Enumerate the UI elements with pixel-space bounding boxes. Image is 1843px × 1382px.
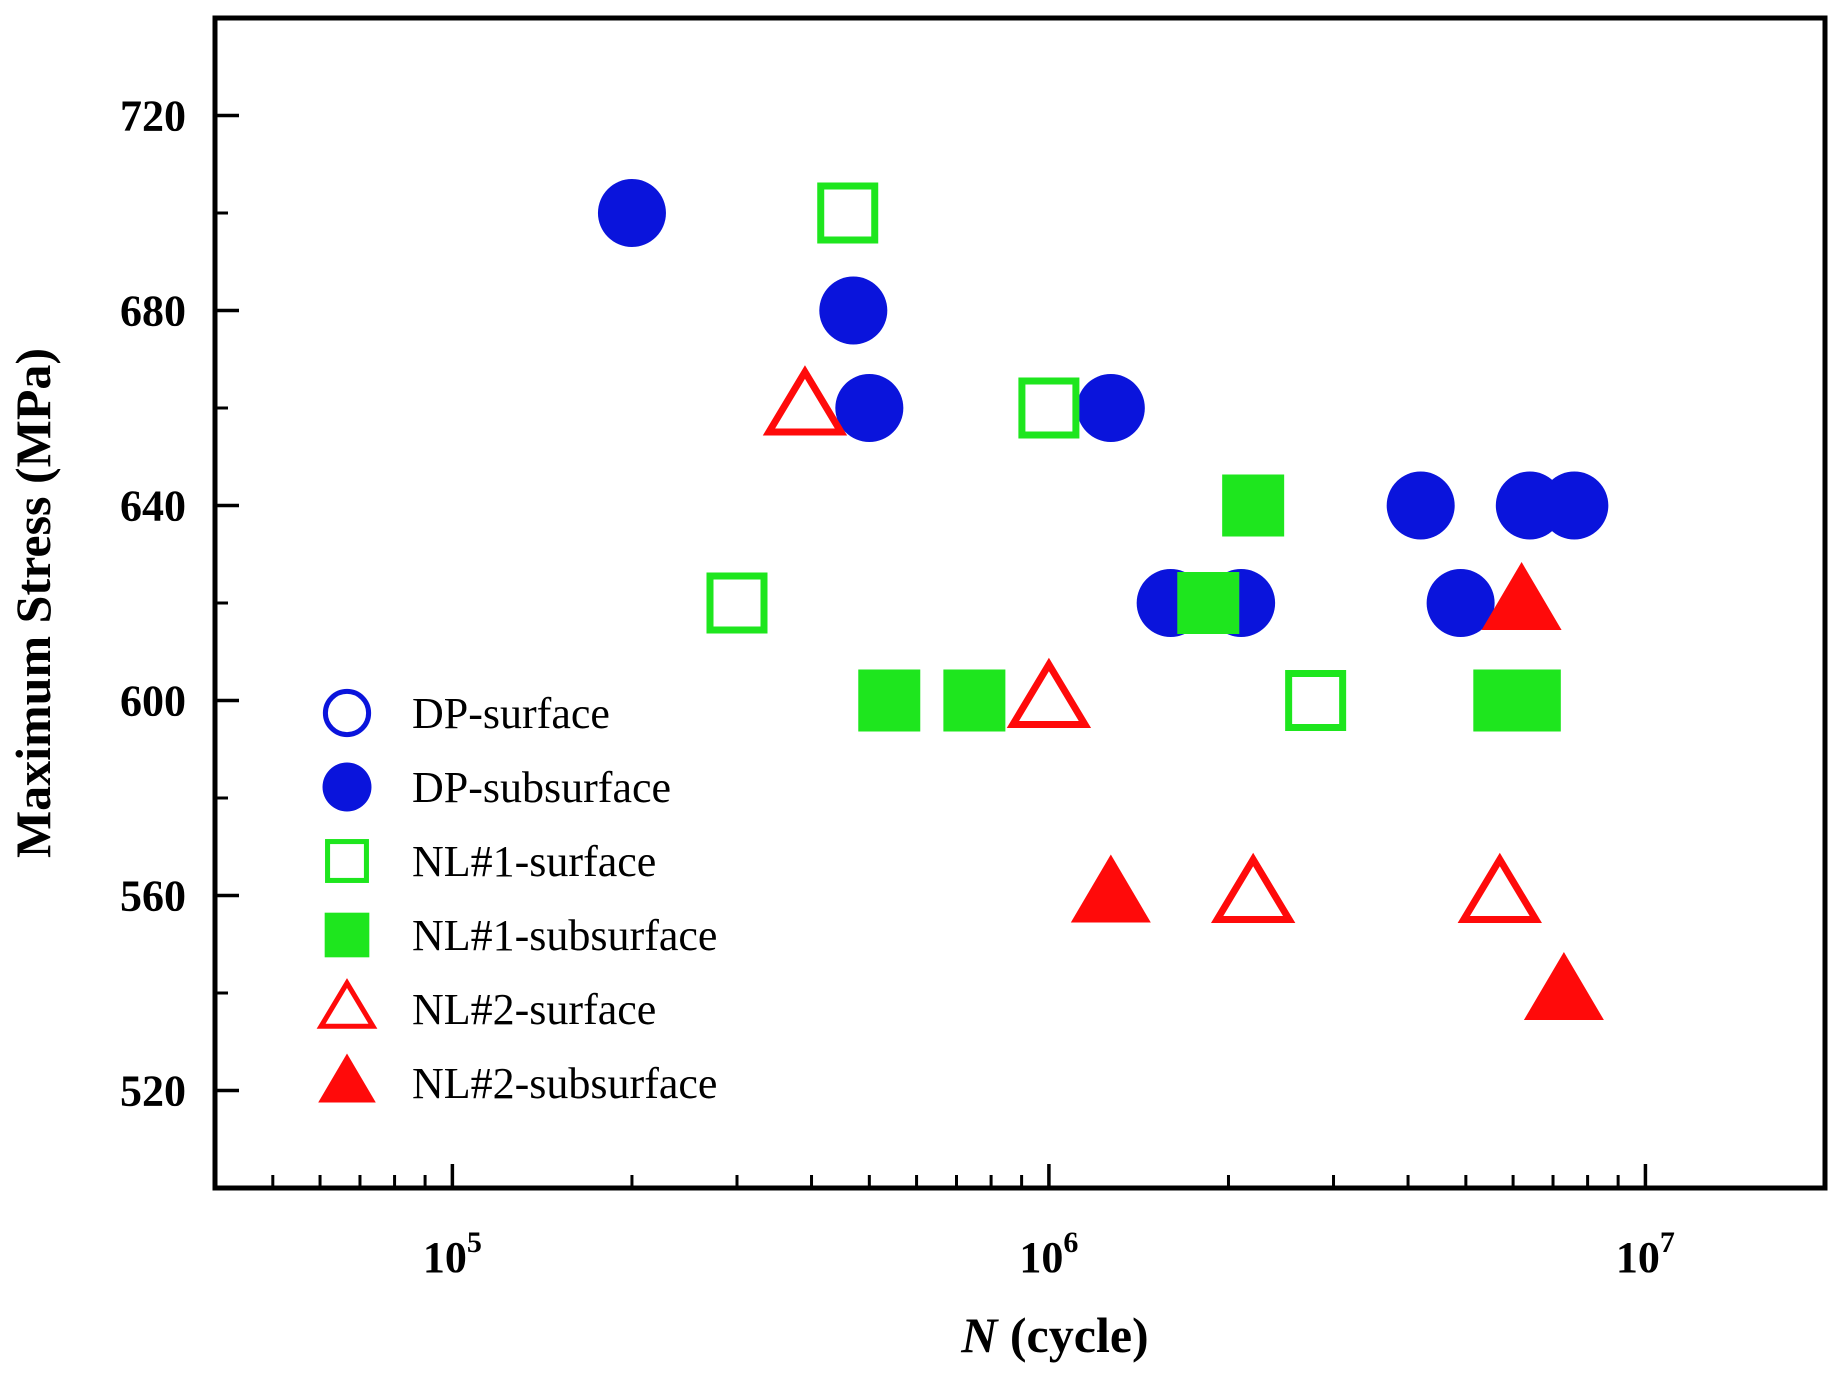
legend-item: NL#2-subsurface	[318, 1053, 717, 1108]
legend-marker	[322, 762, 372, 812]
data-point-dp-subsurface	[1386, 471, 1455, 540]
x-axis-label: N (cycle)	[960, 1307, 1148, 1363]
y-tick-labels: 520 560 600 640 680 720	[120, 92, 186, 1116]
data-point-dp-subsurface	[819, 276, 888, 345]
data-point-dp-subsurface	[835, 374, 904, 442]
legend: DP-surface DP-subsurface NL#1-surface NL#1-…	[316, 688, 717, 1108]
y-tick-label: 640	[120, 482, 186, 531]
x-tick-label: 105	[423, 1226, 482, 1282]
legend-label: NL#2-surface	[412, 985, 656, 1034]
legend-item: DP-subsurface	[322, 762, 671, 812]
legend-label: NL#2-subsurface	[412, 1059, 717, 1108]
data-point-nl-1-subsurface	[943, 669, 1006, 732]
y-axis-label: Maximum Stress (MPa)	[5, 348, 61, 858]
legend-item: NL#1-surface	[325, 837, 656, 886]
data-point-nl-1-subsurface	[1498, 669, 1561, 732]
data-point-dp-subsurface	[597, 179, 666, 247]
y-tick-label: 600	[120, 677, 186, 726]
data-point-nl-1-subsurface	[1222, 474, 1285, 537]
legend-item: NL#1-subsurface	[324, 911, 717, 960]
data-point-dp-subsurface	[1426, 569, 1495, 637]
data-point-nl-2-subsurface	[1523, 952, 1604, 1020]
plot-frame	[212, 15, 1828, 1191]
data-point-nl-2-subsurface	[1481, 562, 1562, 630]
legend-marker	[316, 978, 378, 1029]
legend-marker	[325, 839, 369, 883]
y-tick-label: 520	[120, 1067, 186, 1116]
data-point-nl-1-subsurface	[858, 669, 921, 732]
legend-item: NL#2-surface	[316, 978, 656, 1034]
points-layer	[597, 179, 1609, 1020]
x-tick-label: 106	[1019, 1226, 1078, 1282]
data-point-nl-2-surface	[1006, 657, 1092, 728]
legend-label: NL#1-surface	[412, 837, 656, 886]
legend-label: NL#1-subsurface	[412, 911, 717, 960]
data-point-nl-1-surface	[817, 182, 879, 244]
data-point-nl-1-surface	[1285, 670, 1347, 731]
data-point-nl-2-surface	[762, 365, 848, 436]
y-tick-label: 680	[120, 287, 186, 336]
legend-label: DP-surface	[412, 689, 610, 738]
data-point-dp-subsurface	[1540, 471, 1609, 540]
data-point-nl-1-surface	[1018, 377, 1080, 439]
legend-marker	[318, 1053, 376, 1103]
legend-marker	[324, 912, 370, 958]
data-point-nl-1-surface	[706, 572, 768, 634]
data-point-nl-1-subsurface	[1177, 572, 1240, 634]
y-tick-label: 560	[120, 872, 186, 921]
x-tick-labels: 105 106 107	[423, 1226, 1675, 1282]
data-point-nl-2-surface	[1210, 852, 1296, 923]
legend-marker	[322, 688, 372, 738]
data-point-nl-2-subsurface	[1070, 854, 1151, 923]
legend-label: DP-subsurface	[412, 763, 671, 812]
x-tick-label: 107	[1616, 1226, 1675, 1282]
data-point-dp-subsurface	[1076, 374, 1145, 442]
data-point-nl-2-surface	[1457, 852, 1542, 923]
legend-item: DP-surface	[322, 688, 610, 738]
y-tick-label: 720	[120, 92, 186, 141]
